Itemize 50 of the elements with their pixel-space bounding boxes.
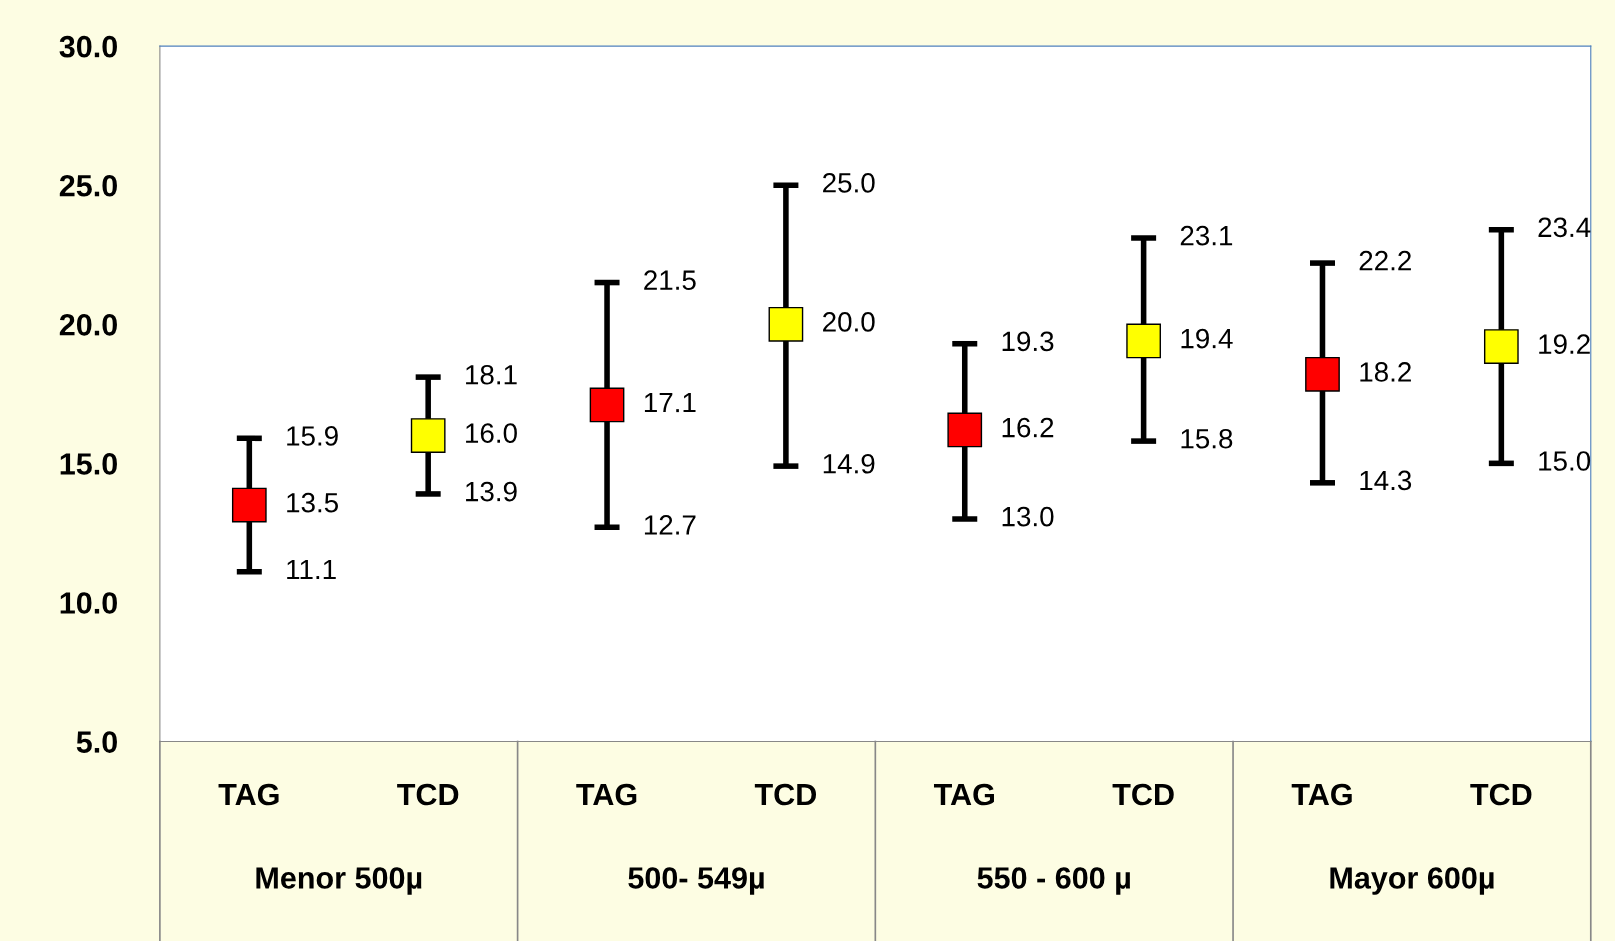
annotation: 14.9 bbox=[823, 453, 875, 474]
x-tick-label: TAG bbox=[576, 783, 637, 806]
annotation: 11.1 bbox=[287, 559, 336, 580]
point bbox=[410, 418, 446, 453]
point bbox=[589, 387, 625, 423]
x-tick-label: TAG bbox=[1291, 783, 1352, 806]
annotation: 15.9 bbox=[287, 426, 338, 446]
annotation: 19.3 bbox=[1002, 331, 1054, 352]
data-label: 16.2 bbox=[1002, 417, 1054, 438]
annotation: 25.0 bbox=[823, 172, 875, 193]
annotation: 23.4 bbox=[1538, 217, 1591, 238]
annotation: 12.7 bbox=[644, 515, 696, 535]
y-tick-label: 25.0 bbox=[59, 174, 117, 197]
annotation: 13.0 bbox=[1002, 506, 1054, 527]
text: 500- 549µ bbox=[628, 867, 764, 895]
annotation: 15.8 bbox=[1181, 428, 1233, 449]
data-label: 18.2 bbox=[1360, 362, 1411, 382]
text: Mayor 600µ bbox=[1330, 867, 1494, 895]
x-tick-label: TCD bbox=[397, 783, 459, 806]
data-label: 13.5 bbox=[287, 492, 338, 513]
point bbox=[1126, 323, 1161, 359]
data-label: 17.1 bbox=[644, 393, 696, 413]
data-label: 19.2 bbox=[1539, 334, 1590, 354]
y-tick-label: 10.0 bbox=[60, 592, 117, 614]
point bbox=[1483, 329, 1519, 364]
y-tick-label: 5.0 bbox=[76, 731, 117, 753]
annotation: 18.1 bbox=[466, 364, 517, 385]
annotation: 15.0 bbox=[1539, 451, 1591, 471]
point bbox=[1305, 356, 1340, 392]
x-tick-label: TAG bbox=[933, 783, 994, 806]
annotation: 13.9 bbox=[466, 481, 517, 502]
point bbox=[947, 412, 983, 448]
x-tick-label: TCD bbox=[1470, 783, 1532, 806]
data-label: 16.0 bbox=[466, 423, 517, 443]
x-tick-label: TAG bbox=[218, 783, 279, 806]
data-label: 19.4 bbox=[1181, 328, 1233, 349]
data-label: 20.0 bbox=[823, 312, 875, 332]
text: 550 - 600 µ bbox=[977, 867, 1130, 895]
annotation: 21.5 bbox=[644, 270, 696, 290]
point bbox=[231, 487, 267, 523]
y-tick-label: 30.0 bbox=[59, 35, 117, 58]
y-tick-label: 20.0 bbox=[59, 314, 117, 336]
annotation: 23.1 bbox=[1180, 225, 1233, 246]
annotation: 22.2 bbox=[1359, 250, 1411, 271]
point bbox=[768, 306, 804, 342]
annotation: 14.3 bbox=[1360, 470, 1412, 491]
x-tick-label: TCD bbox=[754, 783, 817, 806]
x-tick-label: TCD bbox=[1112, 783, 1174, 806]
text: Menor 500µ bbox=[256, 867, 422, 895]
y-tick-label: 15.0 bbox=[60, 453, 117, 475]
